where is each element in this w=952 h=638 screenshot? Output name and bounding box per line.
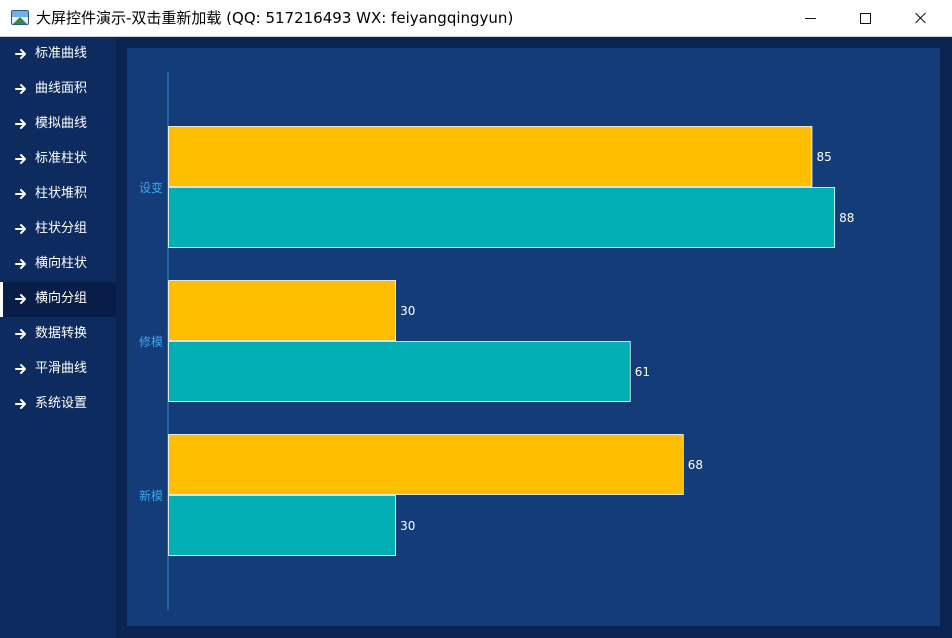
close-button[interactable] (898, 0, 944, 36)
category-label: 修模 (139, 334, 163, 349)
arrow-right-icon (15, 329, 26, 339)
minimize-button[interactable] (787, 0, 833, 36)
bar-value-label: 85 (816, 150, 831, 164)
category-label: 新模 (139, 488, 163, 503)
window-title: 大屏控件演示-双击重新加载 (QQ: 517216493 WX: feiyang… (36, 9, 514, 27)
arrow-right-icon (15, 84, 26, 94)
arrow-right-icon (15, 259, 26, 269)
title-bar: 大屏控件演示-双击重新加载 (QQ: 517216493 WX: feiyang… (0, 0, 952, 37)
sidebar-item-standard-bar[interactable]: 标准柱状 (0, 142, 116, 177)
app-icon (11, 10, 29, 25)
arrow-right-icon (15, 49, 26, 59)
close-icon (915, 12, 927, 24)
bar-value-label: 88 (839, 211, 854, 225)
sidebar-item-standard-curve[interactable]: 标准曲线 (0, 37, 116, 72)
minimize-icon (804, 17, 816, 19)
sidebar-item-label: 柱状分组 (35, 221, 88, 236)
sidebar-item-simulated-curve[interactable]: 模拟曲线 (0, 107, 116, 142)
sidebar-item-label: 标准曲线 (35, 46, 88, 61)
sidebar-item-label: 模拟曲线 (35, 116, 88, 131)
maximize-icon (859, 12, 871, 24)
sidebar-item-smooth-curve[interactable]: 平滑曲线 (0, 352, 116, 387)
sidebar-item-label: 柱状堆积 (35, 186, 88, 201)
sidebar-item-label: 平滑曲线 (35, 361, 88, 376)
sidebar-item-label: 系统设置 (35, 396, 88, 411)
sidebar-item-system-settings[interactable]: 系统设置 (0, 387, 116, 422)
sidebar-item-curve-area[interactable]: 曲线面积 (0, 72, 116, 107)
sidebar-item-label: 标准柱状 (35, 151, 88, 166)
bar-series-b (168, 341, 631, 402)
sidebar-item-label: 曲线面积 (35, 81, 88, 96)
sidebar-item-data-conversion[interactable]: 数据转换 (0, 317, 116, 352)
arrow-right-icon (15, 224, 26, 234)
bar-value-label: 61 (635, 365, 650, 379)
sidebar-item-stacked-bar[interactable]: 柱状堆积 (0, 177, 116, 212)
arrow-right-icon (15, 154, 26, 164)
category-label: 设变 (139, 180, 163, 195)
sidebar-nav: 标准曲线 曲线面积 模拟曲线 标准柱状 柱状堆积 柱状分组 横向柱状 横向分组 … (0, 37, 116, 638)
sidebar-item-horizontal-group[interactable]: 横向分组 (0, 282, 116, 317)
bar-series-a (168, 126, 813, 187)
bar-series-a (168, 280, 397, 341)
arrow-right-icon (15, 119, 26, 129)
bar-series-a (168, 434, 684, 495)
chart-panel: 设变 85 88 修模 30 61 新模 68 30 (127, 48, 940, 626)
sidebar-item-grouped-bar[interactable]: 柱状分组 (0, 212, 116, 247)
bar-value-label: 68 (688, 458, 703, 472)
maximize-button[interactable] (842, 0, 888, 36)
arrow-right-icon (15, 189, 26, 199)
bar-series-b (168, 495, 397, 556)
bar-value-label: 30 (400, 519, 415, 533)
bar-series-b (168, 187, 836, 248)
arrow-right-icon (15, 399, 26, 409)
sidebar-item-label: 横向分组 (35, 291, 88, 306)
arrow-right-icon (15, 294, 26, 304)
horizontal-grouped-bar-chart: 设变 85 88 修模 30 61 新模 68 30 (139, 72, 854, 610)
arrow-right-icon (15, 364, 26, 374)
bar-value-label: 30 (400, 304, 415, 318)
sidebar-item-horizontal-bar[interactable]: 横向柱状 (0, 247, 116, 282)
sidebar-item-label: 横向柱状 (35, 256, 88, 271)
sidebar-item-label: 数据转换 (35, 326, 88, 341)
